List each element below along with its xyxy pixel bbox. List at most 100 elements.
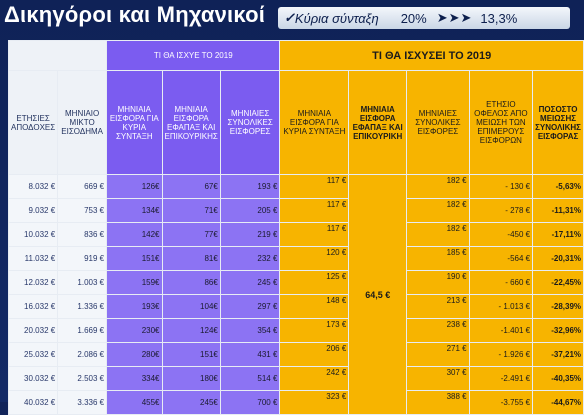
cell-reduction-pct: -40,35% [532,366,584,391]
cell-cur-main: 151€ [106,246,163,271]
cell-monthly-gross: 669 € [57,174,108,199]
cell-cur-total: 297 € [219,294,281,319]
table-row: 40.032 €3.336 €455€ 245€ 700 €323 € 388 € -3… [7,390,584,415]
cell-cur-main: 455€ [106,390,163,415]
cell-cur-main: 193€ [106,294,163,319]
group-current-2019: ΤΙ ΘΑ ΙΣΧΥΕ ΤΟ 2019 [106,40,281,71]
cell-annual-benefit: -3.755 € [468,390,534,415]
cell-fut-main: 173 € [279,318,350,343]
cell-cur-main: 126€ [106,174,163,199]
cell-cur-total: 232 € [219,246,281,271]
cell-annual-benefit: -450 € [468,222,534,247]
table-row: 11.032 €919 €151€ 81€ 232 €120 € 185 € -564 … [7,246,584,271]
cell-annual-earnings: 8.032 € [7,174,59,199]
cell-reduction-pct: -44,67% [532,390,584,415]
table-body: 8.032 €669 €126€ 67€ 193 €117 €64,5 €182 €… [7,174,584,415]
cell-fut-main: 117 € [279,222,350,247]
cell-annual-benefit: -564 € [468,246,534,271]
header-blank [7,40,108,71]
banner-percent: 20% [400,10,427,26]
col-cur-efka: ΜΗΝΙΑΙΑ ΕΙΣΦΟΡΑ ΕΦΑΠΑΞ ΚΑΙ ΕΠΙΚΟΥΡΙΚΗΣ [161,70,221,175]
cell-cur-total: 431 € [219,342,281,367]
col-monthly-gross: ΜΗΝΙΑΙΟ ΜΙΚΤΟ ΕΙΣΟΔΗΜΑ [57,70,108,175]
table-row: 12.032 €1.003 €159€ 86€ 245 €125 € 190 € - 6… [7,270,584,295]
check-icon: ✓ [284,10,295,25]
cell-cur-total: 245 € [219,270,281,295]
cell-fut-main: 120 € [279,246,350,271]
cell-cur-efka: 245€ [161,390,221,415]
cell-monthly-gross: 2.503 € [57,366,108,391]
cell-cur-main: 159€ [106,270,163,295]
cell-cur-efka: 71€ [161,198,221,223]
table-row: 25.032 €2.086 €280€ 151€ 431 €206 € 271 € - … [7,342,584,367]
cell-fut-total: 238 € [406,318,470,343]
cell-reduction-pct: -20,31% [532,246,584,271]
cell-cur-total: 219 € [219,222,281,247]
col-fut-total: ΜΗΝΙΑΙΕΣ ΣΥΝΟΛΙΚΕΣ ΕΙΣΦΟΡΕΣ [406,70,470,175]
cell-monthly-gross: 753 € [57,198,108,223]
table-row: 20.032 €1.669 €230€ 124€ 354 €173 € 238 € -1… [7,318,584,343]
col-fut-main: ΜΗΝΙΑΙΑ ΕΙΣΦΟΡΑ ΓΙΑ ΚΥΡΙΑ ΣΥΝΤΑΞΗ [279,70,350,175]
cell-fut-total: 182 € [406,174,470,199]
cell-cur-efka: 151€ [161,342,221,367]
cell-monthly-gross: 836 € [57,222,108,247]
group-future-2019: ΤΙ ΘΑ ΙΣΧΥΣΕΙ ΤΟ 2019 [279,40,584,71]
cell-cur-efka: 104€ [161,294,221,319]
cell-fut-total: 388 € [406,390,470,415]
cell-fut-total: 190 € [406,270,470,295]
cell-reduction-pct: -32,96% [532,318,584,343]
cell-annual-earnings: 20.032 € [7,318,59,343]
cell-cur-main: 280€ [106,342,163,367]
table-row: 8.032 €669 €126€ 67€ 193 €117 €64,5 €182 €… [7,174,584,415]
col-annual-benefit: ΕΤΗΣΙΟ ΟΦΕΛΟΣ ΑΠΟ ΜΕΙΩΣΗ ΤΩΝ ΕΠΙΜΕΡΟΥΣ Ε… [468,70,534,175]
cell-fut-total: 182 € [406,198,470,223]
cell-annual-benefit: - 130 € [468,174,534,199]
cell-annual-earnings: 30.032 € [7,366,59,391]
cell-monthly-gross: 1.336 € [57,294,108,319]
cell-reduction-pct: -17,11% [532,222,584,247]
cell-cur-main: 230€ [106,318,163,343]
cell-fut-total: 185 € [406,246,470,271]
col-fut-efka: ΜΗΝΙΑΙΑ ΕΙΣΦΟΡΑ ΕΦΑΠΑΞ ΚΑΙ ΕΠΙΚΟΥΡΙΚΗ [348,70,408,175]
cell-reduction-pct: -28,39% [532,294,584,319]
cell-reduction-pct: -37,21% [532,342,584,367]
cell-fut-total: 307 € [406,366,470,391]
cell-annual-benefit: -2.491 € [468,366,534,391]
cell-annual-earnings: 9.032 € [7,198,59,223]
cell-annual-earnings: 40.032 € [7,390,59,415]
cell-monthly-gross: 919 € [57,246,108,271]
table-row: 16.032 €1.336 €193€ 104€ 297 €148 € 213 € - … [7,294,584,319]
cell-monthly-gross: 3.336 € [57,390,108,415]
cell-cur-main: 142€ [106,222,163,247]
cell-fut-main: 117 € [279,174,350,199]
cell-cur-total: 514 € [219,366,281,391]
cell-reduction-pct: -11,31% [532,198,584,223]
col-annual-earnings: ΕΤΗΣΙΕΣ ΑΠΟΔΟΧΕΣ [7,70,59,175]
cell-cur-efka: 77€ [161,222,221,247]
col-cur-total: ΜΗΝΙΑΙΕΣ ΣΥΝΟΛΙΚΕΣ ΕΙΣΦΟΡΕΣ [219,70,281,175]
table-row: 30.032 €2.503 €334€ 180€ 514 €242 € 307 € -2… [7,366,584,391]
cell-annual-earnings: 12.032 € [7,270,59,295]
cell-cur-efka: 81€ [161,246,221,271]
main-pension-banner: ✓ Κύρια σύνταξη 20% ➤➤➤ 13,3% [278,7,570,29]
cell-fut-efka-merged: 64,5 € [348,174,408,415]
table-row: 9.032 €753 €134€ 71€ 205 €117 € 182 € - 278 … [7,198,584,223]
cell-fut-main: 206 € [279,342,350,367]
cell-cur-total: 205 € [219,198,281,223]
cell-cur-efka: 86€ [161,270,221,295]
cell-fut-total: 213 € [406,294,470,319]
cell-annual-benefit: - 1.013 € [468,294,534,319]
page-title: Δικηγόροι και Μηχανικοί [4,2,266,27]
cell-annual-earnings: 25.032 € [7,342,59,367]
cell-annual-earnings: 11.032 € [7,246,59,271]
arrows-icon: ➤➤➤ [436,10,473,25]
cell-fut-main: 148 € [279,294,350,319]
cell-fut-main: 323 € [279,390,350,415]
cell-annual-benefit: - 1.926 € [468,342,534,367]
banner-label: Κύρια σύνταξη [294,10,379,26]
contributions-table: ΤΙ ΘΑ ΙΣΧΥΕ ΤΟ 2019 ΤΙ ΘΑ ΙΣΧΥΣΕΙ ΤΟ 201… [7,40,584,415]
table-row: 10.032 €836 €142€ 77€ 219 €117 € 182 € -450 … [7,222,584,247]
cell-fut-main: 117 € [279,198,350,223]
cell-fut-total: 271 € [406,342,470,367]
